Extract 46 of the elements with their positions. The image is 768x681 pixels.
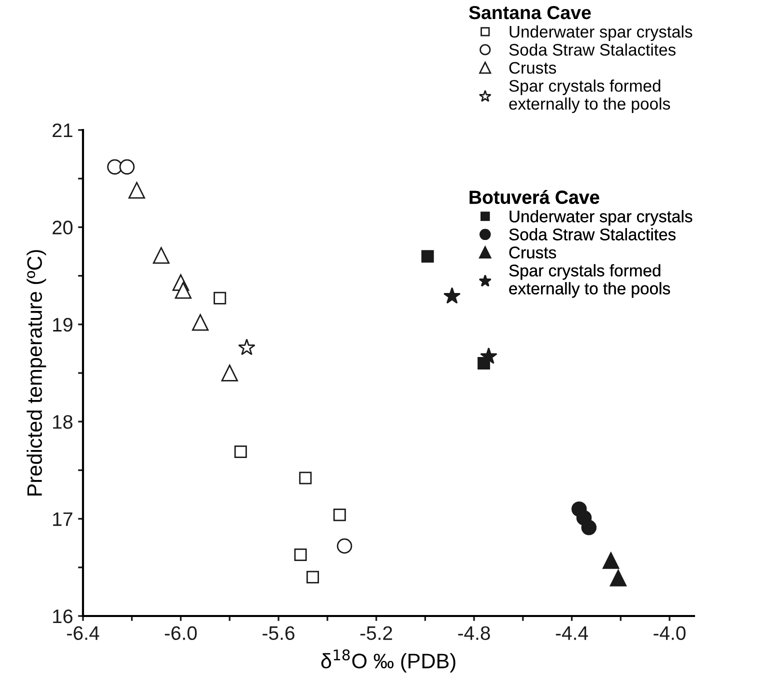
x-tick-label: -4.8 (458, 626, 490, 640)
point (234, 445, 247, 458)
legend-label: Spar crystals formed externally to the pools (509, 80, 670, 114)
x-tick-label: -4.0 (654, 626, 686, 640)
legend-label: Soda Straw Stalactites (509, 43, 676, 56)
point (174, 282, 192, 299)
point (602, 552, 620, 569)
legend-label: Crusts (509, 62, 556, 74)
point (333, 508, 346, 522)
point (221, 364, 238, 382)
point (107, 159, 122, 175)
y-tick-label: 21 (52, 123, 72, 138)
point (306, 570, 319, 584)
x-axis-title: δ$^{18}$O ‰ (PDB) (321, 649, 456, 673)
point (119, 159, 135, 175)
point (152, 247, 170, 264)
x-tick-label: -4.4 (556, 626, 588, 640)
x-tick-label: -6.4 (67, 626, 100, 640)
x-tick-label: -6.0 (164, 626, 197, 640)
point (581, 520, 597, 536)
x-tick-label: -5.6 (262, 626, 294, 640)
x-tick-label: -5.2 (360, 626, 392, 640)
y-tick-label: 16 (53, 609, 72, 624)
y-tick-label: 17 (53, 512, 72, 526)
legend-label: Soda Straw Stalactites (509, 228, 676, 240)
point (443, 287, 461, 304)
y-tick-label: 18 (53, 415, 72, 429)
point (238, 338, 256, 356)
y-tick-label: 20 (52, 220, 73, 234)
y-axis-title: Predicted temperature (ºC) (26, 250, 46, 496)
y-tick-label: 19 (53, 318, 72, 332)
point (214, 292, 226, 304)
legend-label: Crusts (509, 246, 556, 258)
point (421, 250, 434, 263)
legend-label: Underwater spar crystals (510, 25, 692, 41)
point (299, 472, 312, 484)
legend-label: Underwater spar crystals (510, 210, 692, 226)
point (610, 570, 627, 586)
point (128, 182, 146, 199)
point (294, 548, 307, 562)
point (336, 538, 352, 554)
point (192, 314, 209, 331)
legend-label: Spar crystals formed externally to the pools (509, 264, 670, 298)
text: Santana Cave (469, 6, 591, 20)
annotation: Botuverá Cave (470, 190, 600, 204)
point (480, 347, 498, 364)
